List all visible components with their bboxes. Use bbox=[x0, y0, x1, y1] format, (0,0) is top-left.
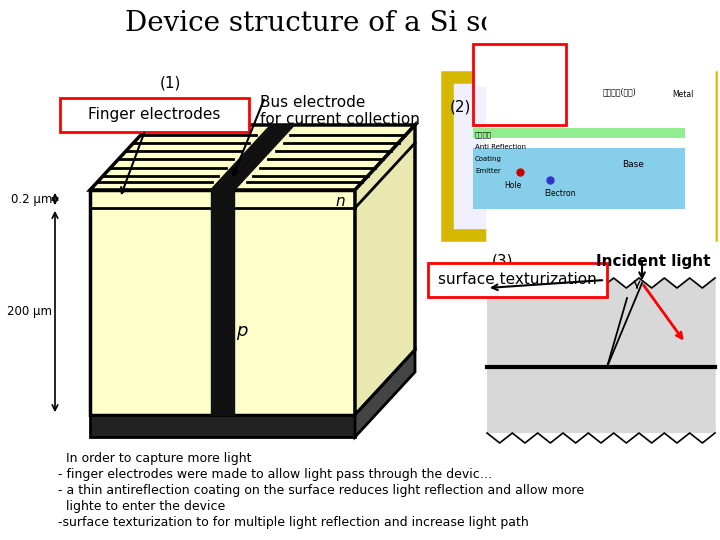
Text: Emitter: Emitter bbox=[475, 168, 500, 174]
Bar bbox=[445, 75, 713, 237]
Polygon shape bbox=[487, 0, 715, 288]
Text: Incident light: Incident light bbox=[596, 254, 711, 269]
Text: Device structure of a Si solar cell: Device structure of a Si solar cell bbox=[125, 10, 595, 37]
Text: 反反射層: 反反射層 bbox=[475, 132, 492, 138]
Text: n: n bbox=[336, 193, 345, 208]
Text: Finger electrodes: Finger electrodes bbox=[89, 107, 221, 123]
Text: Coating: Coating bbox=[475, 156, 502, 162]
FancyBboxPatch shape bbox=[428, 263, 607, 297]
Text: (1): (1) bbox=[160, 75, 181, 90]
Text: Metal: Metal bbox=[672, 90, 693, 99]
Text: -surface texturization to for multiple light reflection and increase light path: -surface texturization to for multiple l… bbox=[58, 516, 528, 529]
Polygon shape bbox=[90, 415, 355, 437]
Text: Hole: Hole bbox=[505, 181, 521, 191]
Text: lighte to enter the device: lighte to enter the device bbox=[58, 500, 225, 513]
Bar bbox=[473, 44, 566, 125]
Polygon shape bbox=[487, 278, 715, 433]
Polygon shape bbox=[355, 125, 415, 415]
Bar bbox=[473, 36, 685, 87]
Text: In order to capture more light: In order to capture more light bbox=[58, 452, 251, 465]
Polygon shape bbox=[355, 350, 415, 437]
Text: - finger electrodes were made to allow light pass through the devic…: - finger electrodes were made to allow l… bbox=[58, 468, 492, 481]
Text: (2): (2) bbox=[450, 100, 472, 115]
Text: Anti Reflection: Anti Reflection bbox=[475, 144, 526, 150]
Text: 0.2 μm: 0.2 μm bbox=[11, 192, 52, 206]
Text: 200 μm: 200 μm bbox=[7, 305, 52, 318]
Bar bbox=[447, 77, 711, 235]
Polygon shape bbox=[210, 190, 235, 415]
Polygon shape bbox=[90, 190, 355, 415]
Text: 金屬電極(槽型): 金屬電極(槽型) bbox=[603, 87, 636, 96]
FancyBboxPatch shape bbox=[60, 98, 249, 132]
Bar bbox=[473, 148, 685, 209]
Text: (3): (3) bbox=[492, 253, 513, 268]
Bar bbox=[487, 278, 715, 433]
Text: Electron: Electron bbox=[544, 190, 576, 199]
Text: surface texturization: surface texturization bbox=[438, 273, 597, 287]
Polygon shape bbox=[90, 125, 415, 190]
Text: Bus electrode
for current collection: Bus electrode for current collection bbox=[260, 95, 420, 127]
Polygon shape bbox=[210, 125, 294, 190]
Text: Base: Base bbox=[621, 160, 644, 168]
Text: p: p bbox=[236, 322, 248, 340]
Text: - a thin antireflection coating on the surface reduces light reflection and allo: - a thin antireflection coating on the s… bbox=[58, 484, 584, 497]
Bar bbox=[473, 128, 685, 138]
